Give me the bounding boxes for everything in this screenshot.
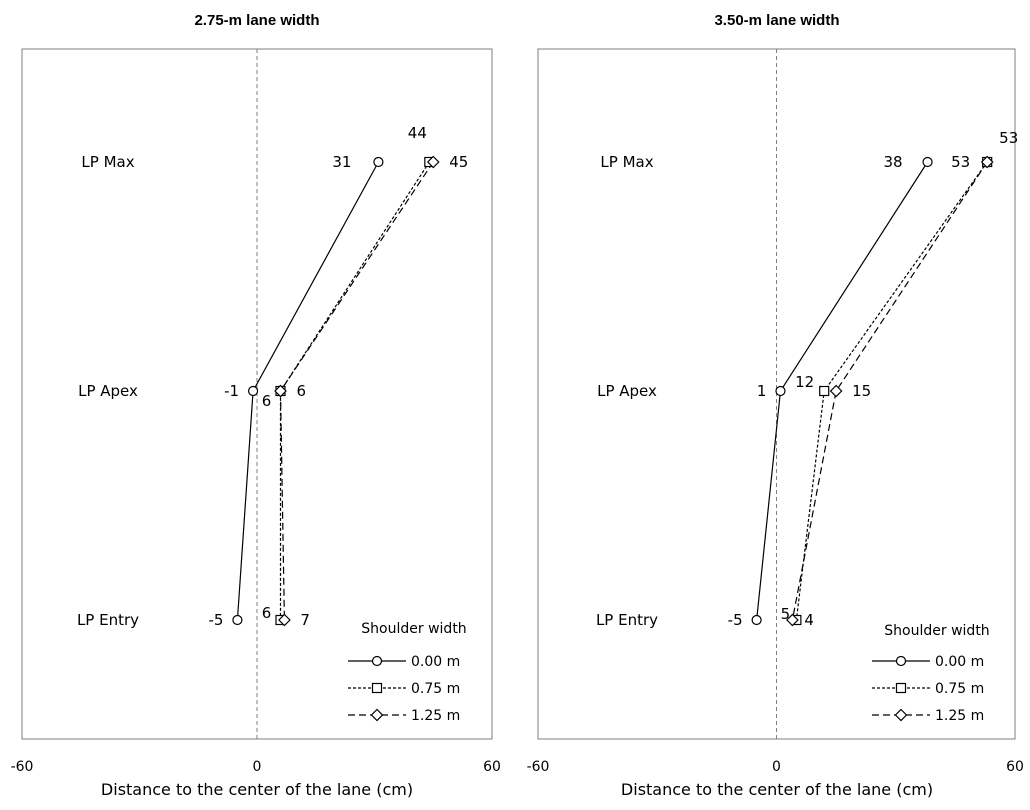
- data-point: [371, 655, 383, 667]
- series-line: [236, 161, 379, 621]
- data-point: [775, 385, 786, 397]
- data-label: 1: [757, 382, 767, 400]
- data-point: [426, 155, 440, 169]
- series-line: [791, 161, 988, 621]
- legend-entry: 0.75 m: [411, 681, 460, 697]
- legend-entry: 0.00 m: [935, 654, 984, 670]
- data-point: [895, 682, 907, 694]
- series-layer: LP Max LP Apex LP Entry -60 0 60 38 1 -5 53 12 5 53 1…: [527, 49, 1024, 775]
- data-label: -1: [224, 382, 239, 400]
- x-tick-label: 0: [253, 759, 262, 775]
- category-label: LP Entry: [77, 611, 139, 629]
- data-point: [786, 613, 799, 627]
- data-label: 6: [262, 604, 272, 622]
- chart-title: 3.50-m lane width: [714, 12, 839, 29]
- data-label: -5: [208, 611, 223, 629]
- data-label: 15: [852, 382, 871, 400]
- data-point: [278, 613, 291, 627]
- data-point: [895, 655, 907, 667]
- x-tick-label: 60: [483, 759, 501, 775]
- legend-entry: 0.00 m: [411, 654, 460, 670]
- x-tick-label: 60: [1006, 759, 1024, 775]
- category-label: LP Apex: [78, 382, 138, 400]
- data-label: -5: [728, 611, 743, 629]
- data-label: 53: [999, 129, 1018, 147]
- category-label: LP Entry: [596, 611, 658, 629]
- data-point: [232, 614, 243, 626]
- legend-title: Shoulder width: [361, 621, 466, 637]
- data-label: 45: [449, 153, 468, 171]
- data-label: 6: [297, 382, 307, 400]
- data-point: [371, 682, 383, 694]
- data-point: [370, 708, 384, 722]
- data-point: [894, 708, 908, 722]
- data-label: 38: [883, 153, 902, 171]
- category-label: LP Max: [81, 153, 134, 171]
- legend-entry: 0.75 m: [935, 681, 984, 697]
- data-label: 12: [795, 373, 814, 391]
- category-label: LP Apex: [597, 382, 657, 400]
- data-label: 4: [804, 611, 814, 629]
- data-point: [274, 384, 287, 398]
- x-tick-label: 0: [772, 759, 781, 775]
- data-point: [751, 614, 762, 626]
- x-tick-label: -60: [527, 759, 550, 775]
- data-label: 5: [781, 605, 791, 623]
- data-label: 6: [262, 392, 272, 410]
- x-axis-title: Distance to the center of the lane (cm): [621, 780, 933, 799]
- data-point: [819, 385, 830, 397]
- x-axis-title: Distance to the center of the lane (cm): [101, 780, 413, 799]
- category-label: LP Max: [600, 153, 653, 171]
- series-line: [279, 161, 430, 620]
- data-label: 53: [951, 153, 970, 171]
- legend-title: Shoulder width: [884, 623, 989, 639]
- chart-title: 2.75-m lane width: [194, 12, 319, 29]
- data-point: [829, 384, 843, 398]
- legend-entry: 1.25 m: [935, 708, 984, 724]
- data-point: [922, 156, 933, 168]
- x-tick-label: -60: [11, 759, 34, 775]
- data-point: [980, 155, 994, 169]
- data-point: [373, 156, 384, 168]
- chart-panel-left: 2.75-m lane width Distance to the center…: [11, 12, 501, 799]
- legend-entry: 1.25 m: [411, 708, 460, 724]
- data-point: [247, 385, 259, 397]
- chart-panel-right: 3.50-m lane width Distance to the center…: [527, 12, 1024, 799]
- data-label: 44: [408, 124, 427, 142]
- data-label: 31: [332, 153, 351, 171]
- data-label: 7: [300, 611, 310, 629]
- series-layer: LP Max LP Apex LP Entry -60 0 60 31 -1 -5 44 6 6 45 6…: [11, 49, 501, 775]
